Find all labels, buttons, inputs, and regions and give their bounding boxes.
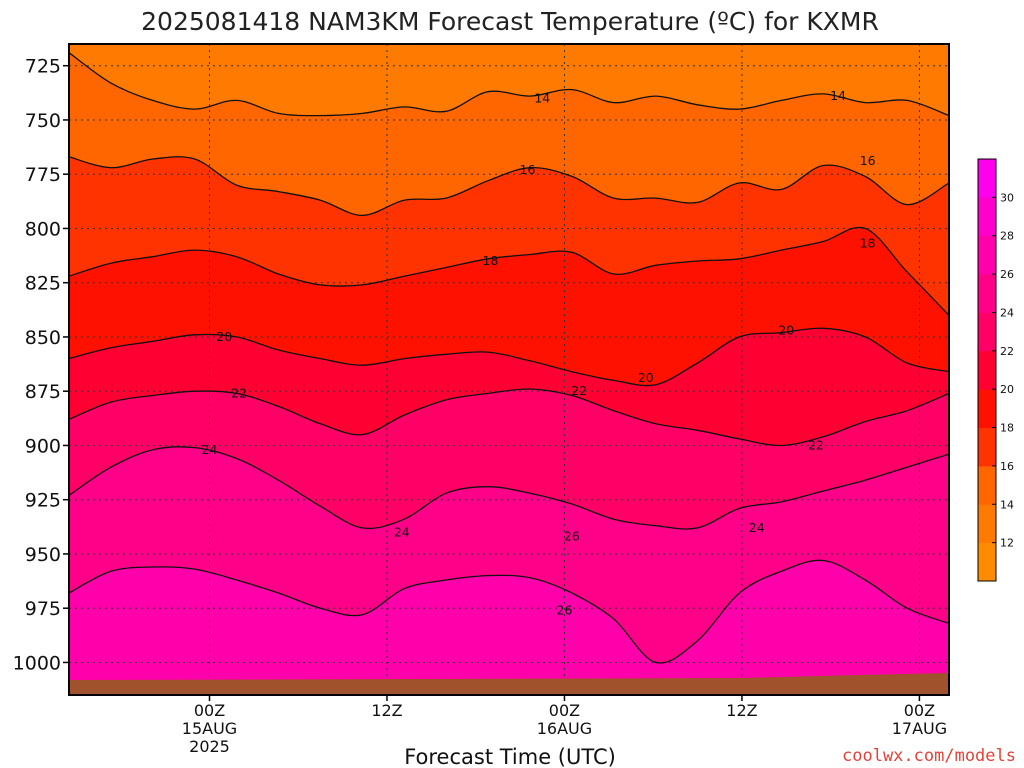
colorbar-band-14 <box>978 465 996 505</box>
contour-label-14-1: 14 <box>830 88 846 103</box>
x-tick-label-12-0: 12Z <box>371 701 402 720</box>
y-tick-label-1000: 1000 <box>13 652 61 674</box>
colorbar-band-24 <box>978 274 996 313</box>
grid-lines <box>69 44 949 695</box>
colorbar-band-18 <box>978 389 996 429</box>
contour-label-24-0: 24 <box>202 442 218 457</box>
y-tick-label-950: 950 <box>25 544 61 566</box>
y-tick-label-800: 800 <box>25 218 61 240</box>
contour-label-18-0: 18 <box>483 253 499 268</box>
y-tick-label-850: 850 <box>25 327 61 349</box>
colorbar-label-22: 22 <box>1000 345 1014 358</box>
credit-link[interactable]: coolwx.com/models <box>842 746 1016 766</box>
contour-24 <box>68 446 950 530</box>
y-tick-label-775: 775 <box>25 164 61 186</box>
x-tick-label-36-0: 12Z <box>726 701 757 720</box>
colorbar-label-14: 14 <box>1000 498 1014 511</box>
plot-frame <box>68 43 950 696</box>
y-axis: 725 750 775 800 825 850 875 900 925 950 975 1000 <box>13 56 69 674</box>
colorbar-label-12: 12 <box>1000 537 1014 550</box>
contour-22 <box>68 388 950 447</box>
x-tick-label-0-0: 00Z <box>194 701 225 720</box>
x-tick-label-24-1: 16AUG <box>537 719 592 738</box>
colorbar-label-18: 18 <box>1000 422 1014 435</box>
contour-label-22-0: 22 <box>231 385 247 400</box>
contour-lines <box>68 52 950 664</box>
contour-18 <box>68 226 950 316</box>
contour-label-20-1: 20 <box>638 370 654 385</box>
y-tick-label-900: 900 <box>25 435 61 457</box>
colorbar-band-30 <box>978 159 996 198</box>
x-tick-label-24-0: 00Z <box>549 701 580 720</box>
colorbar: 12 14 16 18 20 22 24 26 28 30 <box>977 158 1014 582</box>
y-tick-label-875: 875 <box>25 381 61 403</box>
colorbar-label-28: 28 <box>1000 230 1014 243</box>
band-above-26 <box>69 560 949 695</box>
contour-label-16-0: 16 <box>520 162 536 177</box>
contour-label-16-1: 16 <box>860 153 876 168</box>
colorbar-band-20 <box>978 350 996 390</box>
colorbar-band-26 <box>978 235 996 275</box>
colorbar-frame <box>977 158 997 582</box>
colorbar-band-22 <box>978 312 996 352</box>
y-tick-label-925: 925 <box>25 490 61 512</box>
colorbar-label-30: 30 <box>1000 191 1014 204</box>
colorbar-label-20: 20 <box>1000 383 1014 396</box>
contour-26 <box>68 559 950 664</box>
x-tick-label-48-1: 17AUG <box>892 719 947 738</box>
colorbar-label-16: 16 <box>1000 460 1014 473</box>
x-tick-label-48-0: 00Z <box>904 701 935 720</box>
y-tick-label-825: 825 <box>25 273 61 295</box>
contour-label-22-1: 22 <box>571 383 587 398</box>
colorbar-band-28 <box>978 197 996 237</box>
contour-label-26-0: 26 <box>564 529 580 544</box>
colorbar-label-24: 24 <box>1000 306 1014 319</box>
contour-label-22-2: 22 <box>808 437 824 452</box>
y-tick-label-750: 750 <box>25 110 61 132</box>
contour-label-20-0: 20 <box>216 329 232 344</box>
contour-16 <box>68 156 950 217</box>
y-tick-label-975: 975 <box>25 598 61 620</box>
plot-area: 141416161818202020222222242424262626 <box>68 43 950 696</box>
contour-label-24-1: 24 <box>394 524 410 539</box>
colorbar-band-16 <box>978 427 996 467</box>
contour-labels: 141416161818202020222222242424262626 <box>202 88 876 691</box>
contour-label-14-0: 14 <box>534 90 550 105</box>
contour-label-18-1: 18 <box>860 236 876 251</box>
contour-label-24-2: 24 <box>749 520 765 535</box>
x-tick-label-0-1: 15AUG <box>182 719 237 738</box>
chart-title: 2025081418 NAM3KM Forecast Temperature (… <box>141 7 879 36</box>
colorbar-label-26: 26 <box>1000 268 1014 281</box>
contour-label-20-2: 20 <box>778 322 794 337</box>
contour-14 <box>68 52 950 117</box>
colorbar-band-10 <box>978 542 996 582</box>
colorbar-band-12 <box>978 504 996 544</box>
x-axis-label: Forecast Time (UTC) <box>404 745 616 768</box>
temperature-bands <box>69 44 949 695</box>
contour-20 <box>68 327 950 387</box>
contour-label-26-1: 26 <box>557 602 573 617</box>
x-tick-label-0-2: 2025 <box>189 737 230 756</box>
y-tick-label-725: 725 <box>25 56 61 78</box>
ground-surface <box>69 673 949 695</box>
